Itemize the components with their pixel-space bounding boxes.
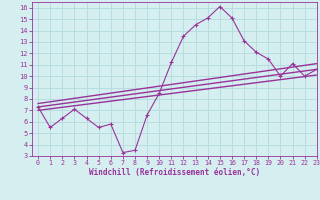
X-axis label: Windchill (Refroidissement éolien,°C): Windchill (Refroidissement éolien,°C) (89, 168, 260, 177)
